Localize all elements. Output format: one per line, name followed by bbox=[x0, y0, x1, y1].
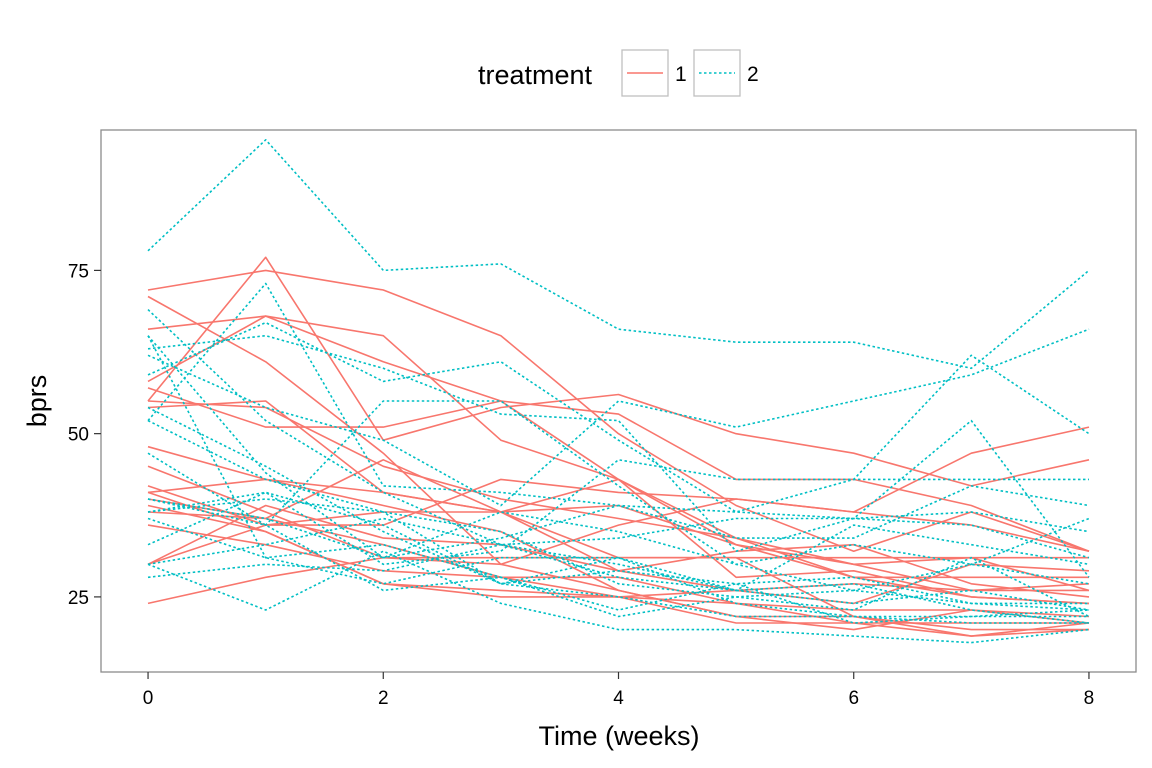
series-line-treatment-1-17 bbox=[147, 465, 1090, 566]
legend-title: treatment bbox=[478, 60, 593, 90]
x-tick-label-2: 2 bbox=[378, 688, 389, 709]
series-line-treatment-2-36 bbox=[147, 406, 1089, 618]
series-layer bbox=[147, 139, 1090, 644]
x-axis-title: Time (weeks) bbox=[538, 721, 699, 751]
series-line-treatment-2-31 bbox=[147, 139, 1090, 370]
series-line-treatment-2-26 bbox=[147, 517, 1090, 624]
series-line-treatment-2-22 bbox=[147, 550, 1090, 644]
series-line-treatment-2-27 bbox=[147, 309, 1090, 546]
series-line-treatment-2-39 bbox=[147, 419, 1090, 611]
y-tick-label-75: 75 bbox=[68, 261, 89, 282]
legend-label-1: 1 bbox=[675, 63, 687, 86]
series-line-treatment-2-34 bbox=[147, 498, 1090, 585]
y-axis: 25 50 75 bbox=[68, 261, 101, 609]
series-line-treatment-2-40 bbox=[147, 452, 1089, 611]
x-tick-label-8: 8 bbox=[1084, 688, 1095, 709]
series-line-treatment-2-38 bbox=[147, 524, 1090, 592]
x-tick-label-6: 6 bbox=[848, 688, 859, 709]
y-axis-title: bprs bbox=[22, 375, 52, 428]
series-line-treatment-2-23 bbox=[147, 335, 1090, 618]
series-line-treatment-1-20 bbox=[147, 556, 1089, 605]
x-tick-label-4: 4 bbox=[613, 688, 624, 709]
series-line-treatment-2-30 bbox=[147, 335, 1090, 559]
series-line-treatment-2-25 bbox=[147, 321, 1090, 559]
series-line-treatment-1-15 bbox=[147, 315, 1090, 605]
series-line-treatment-2-35 bbox=[147, 400, 1090, 592]
series-line-treatment-1-12 bbox=[147, 400, 1090, 592]
legend: treatment 1 2 bbox=[478, 49, 759, 97]
y-tick-label-25: 25 bbox=[68, 588, 89, 609]
x-axis: 0 2 4 6 8 bbox=[143, 672, 1094, 709]
legend-label-2: 2 bbox=[747, 63, 759, 86]
series-line-treatment-1-1 bbox=[147, 426, 1090, 526]
y-tick-label-50: 50 bbox=[68, 425, 89, 446]
legend-key-box-2 bbox=[693, 49, 741, 97]
series-line-treatment-1-4 bbox=[147, 256, 1090, 487]
series-line-treatment-1-18 bbox=[147, 504, 1090, 598]
series-line-treatment-2-32 bbox=[147, 491, 1090, 624]
x-tick-label-0: 0 bbox=[143, 688, 154, 709]
series-line-treatment-1-5 bbox=[147, 269, 1090, 553]
